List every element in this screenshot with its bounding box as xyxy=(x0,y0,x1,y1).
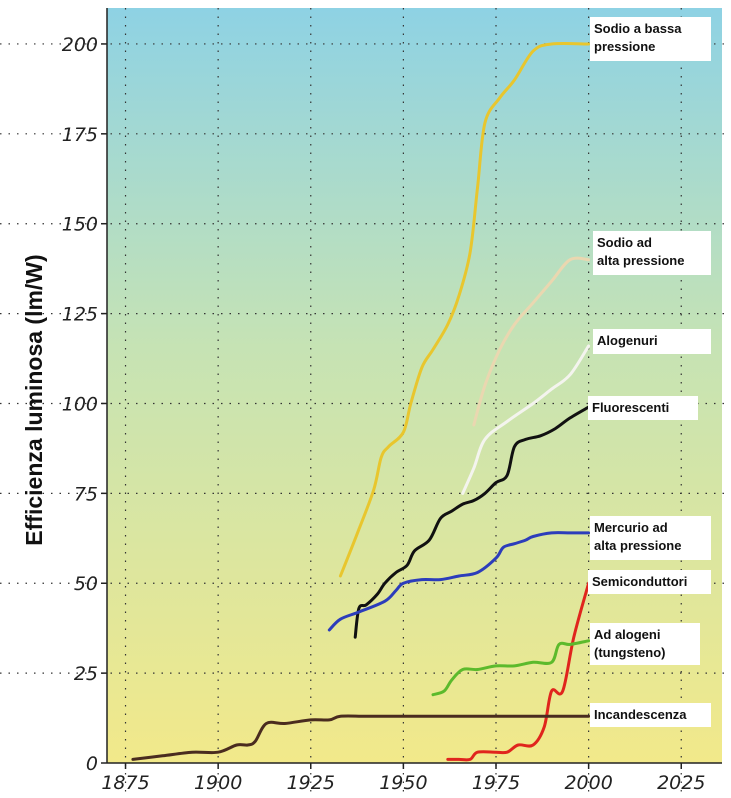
x-tick-label: 1925 xyxy=(287,772,335,794)
label-box xyxy=(588,396,698,420)
label-box xyxy=(593,329,711,354)
series-line-sodio-ad-alta-pressione xyxy=(472,256,591,427)
y-tick-label: 75 xyxy=(74,483,98,505)
label-line: Sodio a bassa xyxy=(594,21,682,36)
y-tick-label: 125 xyxy=(62,304,98,326)
label-line: Mercurio ad xyxy=(594,520,668,535)
y-axis-title: Efficienza luminosa (lm/W) xyxy=(21,254,47,545)
label-line: Incandescenza xyxy=(594,707,687,722)
label-line: Semiconduttori xyxy=(592,574,687,589)
series-line-ad-alogeni-tungsteno xyxy=(431,639,591,697)
label-box xyxy=(590,17,711,61)
y-tick-label: 175 xyxy=(62,124,98,146)
series-label-sodio-a-bassa-pressione: Sodio a bassa pressione xyxy=(590,17,711,61)
x-tick-label: 2000 xyxy=(564,772,612,794)
series-line-semiconduttori xyxy=(446,581,591,762)
y-tick-label: 0 xyxy=(86,753,98,775)
label-box xyxy=(590,703,711,727)
label-line: Ad alogeni xyxy=(594,627,660,642)
grid xyxy=(0,8,731,798)
series-label-mercurio-ad-alta-pressione: Mercurio ad alta pressione xyxy=(590,516,711,560)
series-labels: Sodio a bassa pressione Sodio ad alta press… xyxy=(588,17,711,727)
label-line: Fluorescenti xyxy=(592,400,669,415)
series-line-incandescenza xyxy=(131,714,591,761)
y-tick-label: 25 xyxy=(74,663,98,685)
series-line-alogenuri xyxy=(461,344,591,495)
label-line: pressione xyxy=(594,39,655,54)
series-label-incandescenza: Incandescenza xyxy=(590,703,711,727)
label-box xyxy=(590,623,700,665)
y-tick-label: 150 xyxy=(62,214,98,236)
series-label-ad-alogeni-tungsteno: Ad alogeni (tungsteno) xyxy=(590,623,700,665)
series-line-fluorescenti xyxy=(353,405,591,639)
label-box xyxy=(588,570,711,594)
y-tick-label: 50 xyxy=(74,573,98,595)
series-line-sodio-a-bassa-pressione xyxy=(338,41,591,578)
series-label-semiconduttori: Semiconduttori xyxy=(588,570,711,594)
x-tick-label: 1950 xyxy=(379,772,427,794)
label-line: alta pressione xyxy=(594,538,681,553)
label-line: alta pressione xyxy=(597,253,684,268)
label-line: Sodio ad xyxy=(597,235,652,250)
label-line: Alogenuri xyxy=(597,333,658,348)
x-tick-label: 1975 xyxy=(472,772,520,794)
series-label-fluorescenti: Fluorescenti xyxy=(588,396,698,420)
series-label-sodio-ad-alta-pressione: Sodio ad alta pressione xyxy=(593,231,711,275)
series-line-mercurio-ad-alta-pressione xyxy=(327,531,591,632)
label-box xyxy=(593,231,711,275)
x-tick-label: 1875 xyxy=(101,772,149,794)
axis-ticks: 0 25 50 75 100 125 150 175 200 1875 1900 1925 1950 19… xyxy=(62,34,706,794)
x-tick-label: 1900 xyxy=(194,772,242,794)
series-lines xyxy=(131,41,591,762)
y-tick-label: 100 xyxy=(62,393,98,415)
y-tick-label: 200 xyxy=(62,34,98,56)
x-tick-label: 2025 xyxy=(657,772,705,794)
series-label-alogenuri: Alogenuri xyxy=(593,329,711,354)
label-box xyxy=(590,516,711,560)
label-line: (tungsteno) xyxy=(594,645,665,660)
